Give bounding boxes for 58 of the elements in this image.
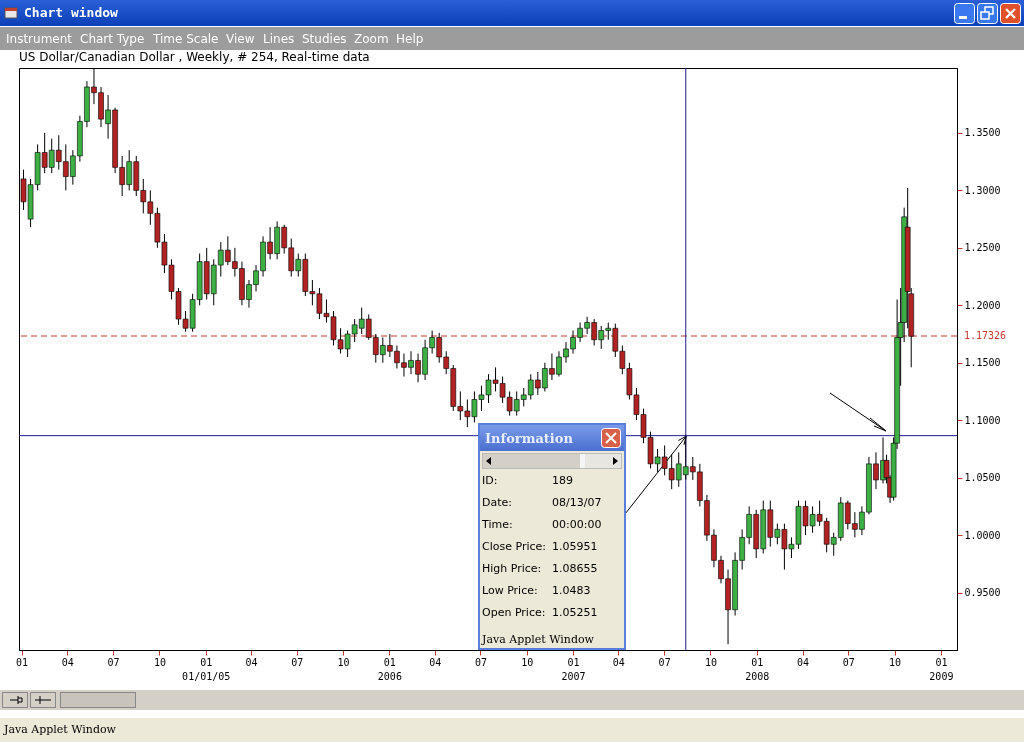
annotation: 1.08655 <box>552 562 598 575</box>
text: Zoom <box>354 32 389 46</box>
chart-title: US Dollar/Canadian Dollar , Weekly, # 254, Real-time data <box>19 49 370 64</box>
annotation: 1.0483 <box>552 584 591 597</box>
x-tick-label: 04 <box>245 656 258 668</box>
y-tick-label: 1.1500 <box>964 357 1001 369</box>
text: View <box>226 32 255 46</box>
y-tick-label: 1.0500 <box>964 472 1001 484</box>
x-tick-label: 04 <box>61 656 74 668</box>
annotation: Time: <box>482 518 513 531</box>
x-tick-label: 01 01/01/05 <box>182 656 231 682</box>
text: Chart Type <box>80 32 145 46</box>
annotation: ID: <box>482 474 498 487</box>
text: Lines <box>263 32 295 46</box>
y-tick-label: 1.2500 <box>964 242 1001 254</box>
text: Instrument <box>6 32 73 46</box>
x-tick-label: 04 <box>796 656 810 668</box>
x-tick-label: 04 <box>612 656 625 668</box>
annotation: Date: <box>482 496 512 509</box>
annotation: 1.05251 <box>552 606 598 619</box>
x-tick-label: 10 <box>521 656 534 668</box>
text: Help <box>396 32 424 46</box>
x-tick-label: 10 <box>337 656 350 668</box>
y-tick-label: 1.2000 <box>964 299 1001 311</box>
x-tick-label: 07 <box>474 656 487 668</box>
x-tick-label: 01 2008 <box>745 656 770 682</box>
x-tick-label: 04 <box>429 656 442 668</box>
annotation: Open Price: <box>482 606 546 619</box>
text: Java Applet Window <box>4 723 117 736</box>
y-tick-label: 1.1000 <box>964 414 1001 426</box>
text: Chart window <box>24 5 118 20</box>
x-tick-label: 01 2007 <box>561 656 586 682</box>
annotation: High Price: <box>482 562 542 575</box>
annotation: Low Price: <box>482 584 538 597</box>
x-tick-label: 10 <box>704 656 717 668</box>
x-tick-label: 07 <box>107 656 120 668</box>
ref-line-label: 1.17326 <box>964 330 1007 342</box>
annotation: 08/13/07 <box>552 496 602 509</box>
annotation: 00:00:00 <box>552 518 602 531</box>
y-tick-label: 1.3500 <box>964 127 1001 139</box>
x-tick-label: 01 <box>15 656 29 668</box>
y-tick-label: 1.3000 <box>964 184 1001 196</box>
annotation: Java Applet Window <box>482 633 595 646</box>
annotation: 189 <box>552 474 573 487</box>
x-tick-label: 01 2009 <box>929 656 954 682</box>
text: Time Scale <box>153 32 219 46</box>
annotation: Information <box>485 431 573 446</box>
x-tick-label: 07 <box>291 656 304 668</box>
y-tick-label: 1.0000 <box>964 529 1001 541</box>
x-tick-label: 07 <box>842 656 855 668</box>
y-tick-label: 0.9500 <box>964 587 1001 599</box>
x-tick-label: 01 2006 <box>377 656 402 682</box>
annotation: 1.05951 <box>552 540 598 553</box>
annotation: Close Price: <box>482 540 547 553</box>
x-tick-label: 10 <box>153 656 166 668</box>
x-tick-label: 07 <box>658 656 671 668</box>
x-tick-label: 10 <box>889 656 902 668</box>
text: Studies <box>302 32 347 46</box>
